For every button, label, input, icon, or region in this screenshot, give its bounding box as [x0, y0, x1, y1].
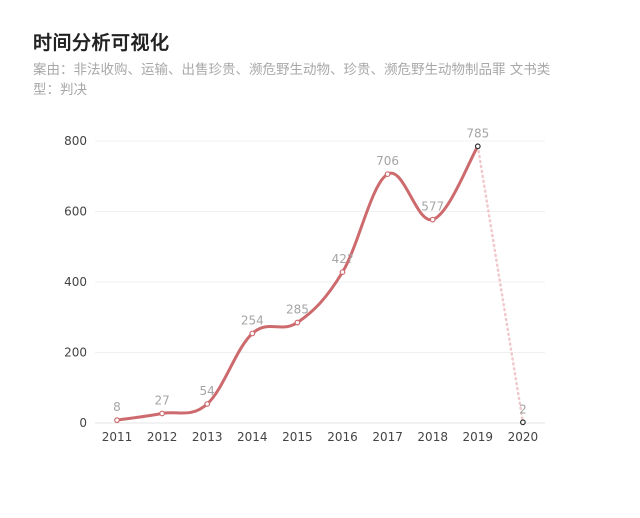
- data-point: [474, 143, 481, 150]
- y-tick-label: 400: [64, 275, 87, 289]
- gridlines: [95, 140, 545, 424]
- projection-line: [476, 145, 525, 424]
- y-tick-label: 800: [64, 134, 87, 148]
- page-title: 时间分析可视化: [33, 32, 170, 54]
- data-point: [429, 216, 436, 223]
- data-label: 285: [286, 303, 309, 317]
- data-point: [339, 269, 346, 276]
- x-tick-label: 2020: [508, 430, 539, 444]
- x-tick-label: 2013: [192, 430, 223, 444]
- data-point: [204, 401, 211, 407]
- x-tick-label: 2017: [372, 430, 403, 444]
- data-label: 785: [466, 126, 489, 140]
- data-point: [249, 330, 256, 337]
- trend-line: [115, 144, 480, 422]
- data-point: [384, 171, 391, 178]
- x-tick-label: 2011: [102, 430, 133, 444]
- data-label: 27: [154, 393, 169, 407]
- data-label: 54: [200, 384, 215, 398]
- x-tick-label: 2012: [147, 430, 178, 444]
- y-tick-label: 0: [79, 416, 87, 430]
- data-label: 8: [113, 400, 121, 414]
- x-tick-label: 2019: [463, 430, 494, 444]
- data-point: [294, 319, 301, 326]
- x-tick-label: 2016: [327, 430, 358, 444]
- x-axis: 2011 2012 2013 2014 2015 2016 2017 2018 2019 2020: [102, 430, 538, 444]
- data-label: 706: [376, 154, 399, 168]
- y-axis: 0 200 400 600 800: [64, 134, 87, 430]
- data-labels: 8 27 54 254 285 42? 706 577 785 2: [113, 126, 527, 416]
- x-tick-label: 2015: [282, 430, 313, 444]
- x-tick-label: 2018: [417, 430, 448, 444]
- y-tick-label: 200: [64, 346, 87, 360]
- data-point: [114, 417, 120, 424]
- data-label: 42?: [332, 252, 354, 266]
- data-point: [520, 419, 526, 426]
- page-subtitle: 案由：非法收购、运输、出售珍贵、濒危野生动物、珍贵、濒危野生动物制品罪 文书类型…: [33, 62, 551, 98]
- data-label: 577: [421, 200, 444, 214]
- data-label: 2: [519, 402, 527, 416]
- data-point: [159, 410, 166, 417]
- x-tick-label: 2014: [237, 430, 268, 444]
- y-tick-label: 600: [64, 205, 87, 219]
- data-points: [114, 143, 526, 426]
- data-label: 254: [241, 313, 264, 327]
